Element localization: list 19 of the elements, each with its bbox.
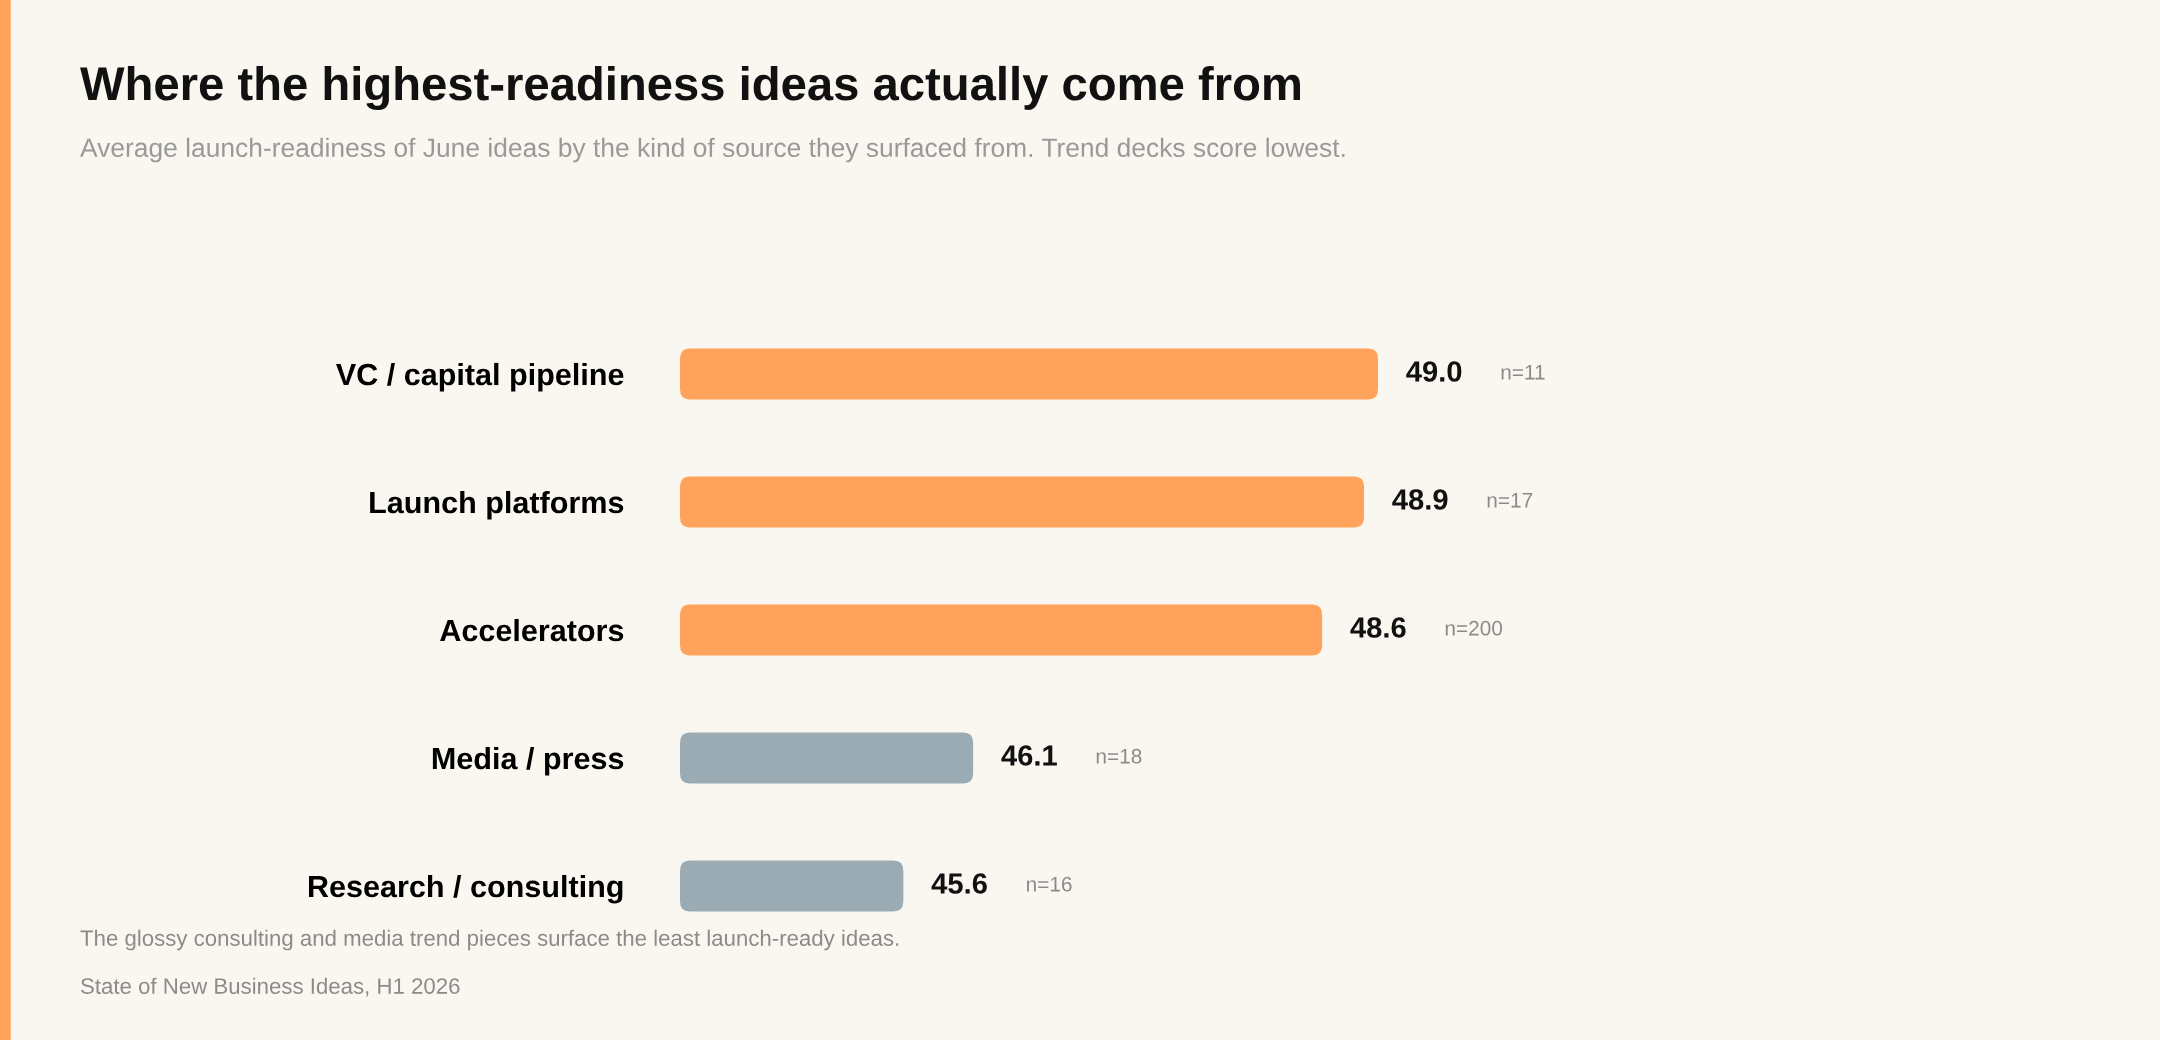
y-tick-label: Media / press — [432, 746, 624, 776]
data-label: 48.6 — [1350, 617, 1406, 638]
text: n=11 — [1501, 365, 1545, 380]
text: n=200 — [1445, 620, 1503, 636]
data-label: 49.0 — [1406, 361, 1462, 382]
y-tick-label: Accelerators — [440, 618, 624, 642]
chart-title: Where the highest-readiness ideas actually come from — [80, 65, 1300, 111]
data-label: 48.9 — [1392, 489, 1448, 510]
data-label: 45.6 — [931, 873, 987, 894]
y-tick-label: Research / consulting — [308, 874, 623, 904]
annotation: n=16 — [1026, 876, 1072, 892]
y-tick-label: Launch platforms — [370, 490, 624, 520]
text: n=17 — [1487, 493, 1533, 508]
chart-subtitle: Average launch-readiness of June ideas by the kind of source they surfaced from. Trend decks score lowest. — [80, 137, 1345, 163]
annotation: The glossy consulting and media trend pieces surface the least launch-ready ideas. — [80, 929, 899, 951]
data-label: 46.1 — [1001, 745, 1057, 766]
y-tick-label: VC / capital pipeline — [336, 362, 624, 392]
annotation: n=18 — [1096, 748, 1142, 764]
text: State of New Business Ideas, H1 2026 — [81, 977, 460, 997]
